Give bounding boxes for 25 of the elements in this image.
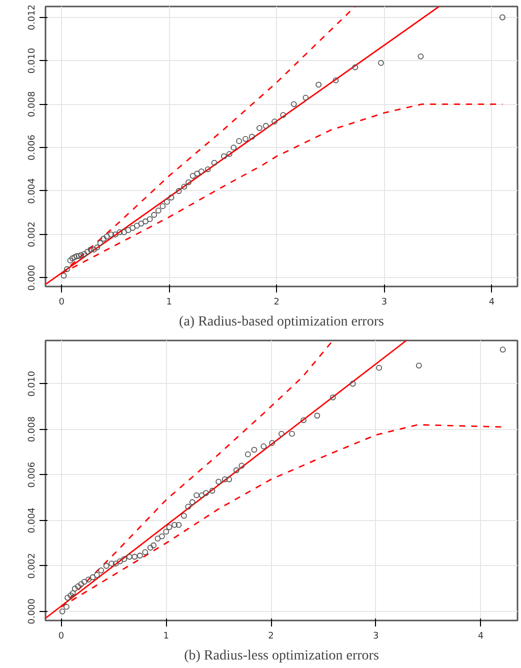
y-tick-label: 0.002 xyxy=(28,222,38,248)
y-tick-label: 0.002 xyxy=(28,552,38,579)
y-tick-label: 0.006 xyxy=(28,134,38,160)
y-tick-label: 0.004 xyxy=(28,178,38,204)
y-tick-label: 0.010 xyxy=(28,48,38,74)
y-tick-label: 0.006 xyxy=(28,462,38,488)
y-tick-label: 0.010 xyxy=(28,370,38,397)
x-tick-label: 1 xyxy=(166,298,172,308)
y-tick-label: 0.008 xyxy=(28,416,38,442)
x-tick-label: 0 xyxy=(58,298,65,308)
y-tick-label: 0.000 xyxy=(28,264,38,291)
y-tick-label: 0.004 xyxy=(28,507,38,534)
x-tick-label: 4 xyxy=(488,298,495,308)
y-tick-label: 0.008 xyxy=(28,91,38,118)
x-tick-label: 0 xyxy=(58,632,64,642)
x-tick-label: 2 xyxy=(268,632,274,642)
text: (a) Radius-based optimization errors xyxy=(179,314,384,330)
x-tick-label: 4 xyxy=(478,632,484,642)
text: (b) Radius-less optimization errors xyxy=(184,648,379,664)
x-tick-label: 1 xyxy=(163,632,169,642)
y-tick-label: 0.012 xyxy=(28,4,38,30)
x-tick-label: 3 xyxy=(381,298,388,308)
y-tick-label: 0.000 xyxy=(28,598,38,624)
x-tick-label: 3 xyxy=(373,632,379,642)
x-tick-label: 2 xyxy=(274,298,280,308)
